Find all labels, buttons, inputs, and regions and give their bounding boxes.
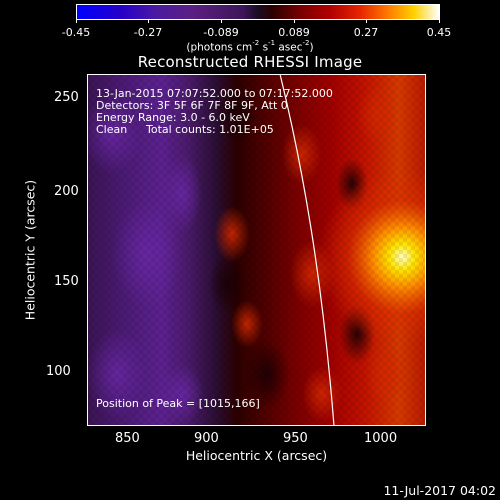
colorbar-tick-mark <box>221 19 222 23</box>
colorbar-tick-mark <box>76 19 77 23</box>
counts-annotation: Total counts: 1.01E+05 <box>146 123 274 136</box>
detectors-annotation: Detectors: 3F 5F 6F 7F 8F 9F, Att 0 <box>96 99 288 112</box>
colorbar-tick-mark <box>439 19 440 23</box>
colorbar-units-label: (photons cm-2 s-1 asec-2) <box>186 39 314 54</box>
colorbar <box>76 4 440 20</box>
plot-title: Reconstructed RHESSI Image <box>137 53 363 71</box>
colorbar-tick-label: -0.45 <box>61 26 91 39</box>
x-axis-title: Heliocentric X (arcsec) <box>185 448 328 463</box>
colorbar-tick-label: 0.089 <box>278 26 310 39</box>
reconstructed-image <box>87 74 426 426</box>
x-tick-label: 950 <box>283 431 308 446</box>
colorbar-tick-label: -0.27 <box>133 26 163 39</box>
y-tick-label: 100 <box>46 364 71 379</box>
clean-annotation: Clean <box>96 123 128 136</box>
y-tick-label: 250 <box>54 90 79 105</box>
time-range-annotation: 13-Jan-2015 07:07:52.000 to 07:17:52.000 <box>96 87 333 100</box>
colorbar-tick-mark <box>294 19 295 23</box>
colorbar-tick-mark <box>148 19 149 23</box>
timestamp-footer: 11-Jul-2017 04:02 <box>383 483 496 498</box>
peak-annotation: Position of Peak = [1015,166] <box>96 397 260 410</box>
x-tick-label: 1000 <box>364 431 398 446</box>
colorbar-tick-label: 0.45 <box>426 26 452 39</box>
colorbar-tick-label: 0.27 <box>353 26 379 39</box>
y-tick-label: 150 <box>54 274 79 289</box>
x-tick-label: 850 <box>115 431 140 446</box>
y-tick-label: 200 <box>54 184 79 199</box>
energy-annotation: Energy Range: 3.0 - 6.0 keV <box>96 111 250 124</box>
y-axis-title: Heliocentric Y (arcsec) <box>22 179 38 321</box>
x-tick-label: 900 <box>194 431 219 446</box>
colorbar-tick-label: -0.089 <box>203 26 239 39</box>
colorbar-gradient <box>77 5 439 19</box>
image-grain <box>87 74 426 426</box>
colorbar-tick-mark <box>366 19 367 23</box>
solar-limb-line <box>279 74 335 426</box>
image-svg <box>87 74 426 426</box>
